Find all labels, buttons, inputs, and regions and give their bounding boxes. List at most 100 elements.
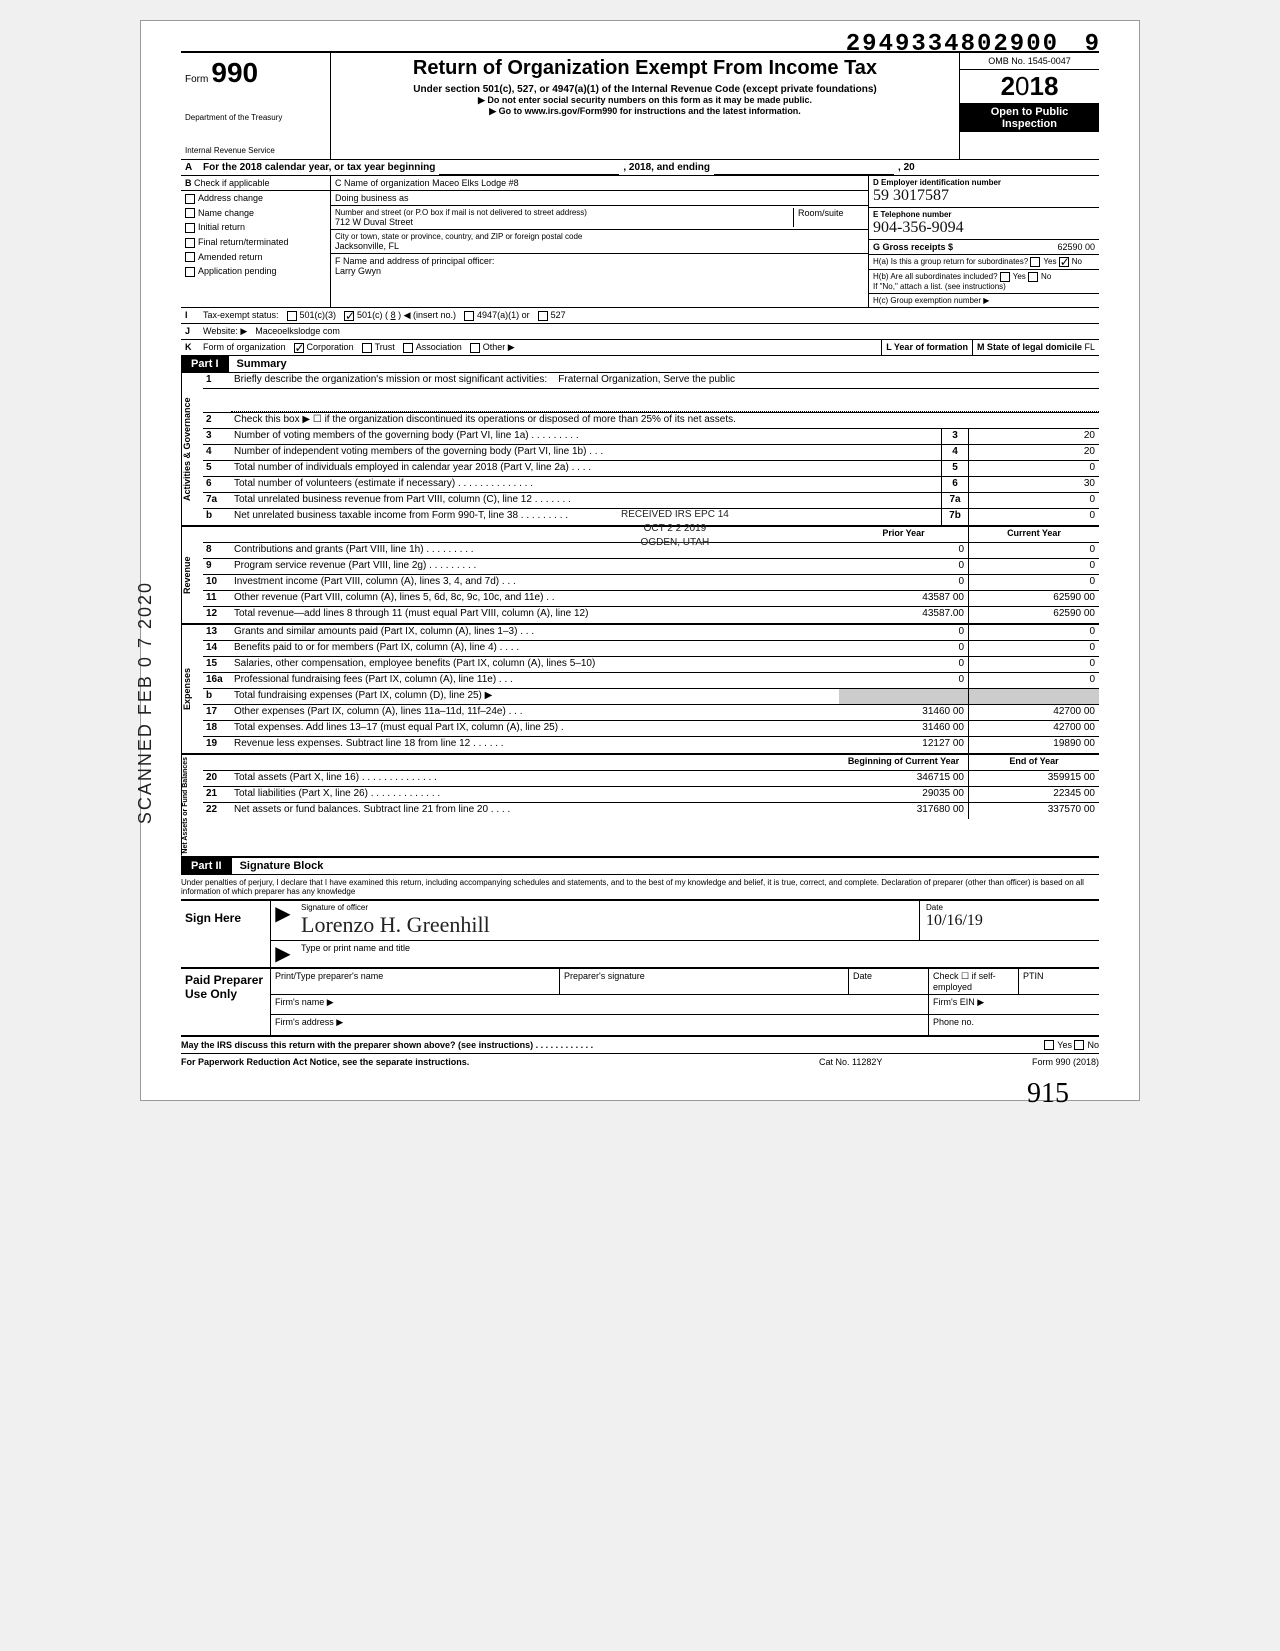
l2-d: Check this box ▶ ☐ if the organization d… <box>231 413 1099 428</box>
dln-phi: 0 <box>1043 31 1059 58</box>
prep-self-emp: Check ☐ if self-employed <box>929 969 1019 994</box>
l10-d: Investment income (Part VIII, column (A)… <box>231 575 839 590</box>
header: Form 990 Department of the Treasury Inte… <box>181 51 1099 160</box>
l7b-val: 0 <box>969 509 1099 525</box>
row-a-text3: , 20 <box>894 160 919 175</box>
l22-d: Net assets or fund balances. Subtract li… <box>231 803 839 819</box>
c-room-label: Room/suite <box>794 208 864 227</box>
prep-date-label: Date <box>849 969 929 994</box>
b-item-5: Application pending <box>198 266 277 276</box>
section-expenses: Expenses 13Grants and similar amounts pa… <box>181 625 1099 755</box>
l18-p: 31460 00 <box>839 721 969 736</box>
k-trust-chk[interactable] <box>362 343 372 353</box>
k-assoc-chk[interactable] <box>403 343 413 353</box>
l2-n: 2 <box>203 413 231 428</box>
i-4947: 4947(a)(1) or <box>477 310 530 320</box>
c-addr-label: Number and street (or P.O box if mail is… <box>335 208 793 217</box>
l19-c: 19890 00 <box>969 737 1099 753</box>
ha-text: H(a) Is this a group return for subordin… <box>873 257 1028 266</box>
l7a-idx: 7a <box>941 493 969 508</box>
chk-amended[interactable] <box>185 252 195 262</box>
i-501c-chk[interactable] <box>344 311 354 321</box>
subtitle: Under section 501(c), 527, or 4947(a)(1)… <box>339 84 951 95</box>
exp-label: Expenses <box>181 625 203 753</box>
form-number: 990 <box>211 57 258 88</box>
hdr-eoy: End of Year <box>969 755 1099 770</box>
l17-d: Other expenses (Part IX, column (A), lin… <box>231 705 839 720</box>
hdr-boy: Beginning of Current Year <box>839 755 969 770</box>
sign-here: Sign Here <box>181 901 271 967</box>
l13-c: 0 <box>969 625 1099 640</box>
type-label: Type or print name and title <box>295 941 1099 967</box>
c-officer: Larry Gwyn <box>335 266 864 276</box>
i-527-chk[interactable] <box>538 311 548 321</box>
i-501c3-chk[interactable] <box>287 311 297 321</box>
part2-header: Part II Signature Block <box>181 858 1099 875</box>
arrow-icon-2: ▶ <box>271 941 295 967</box>
i-label: I <box>181 308 199 323</box>
k-other-chk[interactable] <box>470 343 480 353</box>
hb-yes-chk[interactable] <box>1000 272 1010 282</box>
l17-n: 17 <box>203 705 231 720</box>
ha-yes-chk[interactable] <box>1030 257 1040 267</box>
row-a-label: A <box>181 160 199 175</box>
chk-pending[interactable] <box>185 267 195 277</box>
chk-address-change[interactable] <box>185 194 195 204</box>
pra-notice: For Paperwork Reduction Act Notice, see … <box>181 1057 819 1067</box>
discuss-yes-chk[interactable] <box>1044 1040 1054 1050</box>
l9-d: Program service revenue (Part VIII, line… <box>231 559 839 574</box>
rev-label: Revenue <box>181 527 203 623</box>
part1-label: Part I <box>181 356 229 372</box>
sign-block: Sign Here ▶ Signature of officer Lorenzo… <box>181 899 1099 969</box>
ha-no-chk[interactable] <box>1059 257 1069 267</box>
l4-n: 4 <box>203 445 231 460</box>
d-tel: 904-356-9094 <box>873 219 1095 237</box>
l22-p: 317680 00 <box>839 803 969 819</box>
l19-n: 19 <box>203 737 231 753</box>
chk-name-change[interactable] <box>185 208 195 218</box>
c-name-label: C Name of organization <box>335 178 430 188</box>
open-2: Inspection <box>962 118 1097 130</box>
l3-n: 3 <box>203 429 231 444</box>
l18-n: 18 <box>203 721 231 736</box>
col-c: C Name of organization Maceo Elks Lodge … <box>331 176 869 307</box>
l3-d: Number of voting members of the governin… <box>231 429 941 444</box>
chk-final[interactable] <box>185 238 195 248</box>
row-k: K Form of organization Corporation Trust… <box>181 340 1099 356</box>
l12-d: Total revenue—add lines 8 through 11 (mu… <box>231 607 839 623</box>
l14-c: 0 <box>969 641 1099 656</box>
l22-c: 337570 00 <box>969 803 1099 819</box>
c-city-label: City or town, state or province, country… <box>335 232 864 241</box>
l21-n: 21 <box>203 787 231 802</box>
hc-text: H(c) Group exemption number ▶ <box>869 294 1099 307</box>
section-net-assets: Net Assets or Fund Balances Beginning of… <box>181 755 1099 858</box>
k-label: K <box>181 340 199 355</box>
hb-note: If "No," attach a list. (see instruction… <box>873 282 1095 291</box>
l6-idx: 6 <box>941 477 969 492</box>
k-corp-chk[interactable] <box>294 343 304 353</box>
j-value: Maceoelkslodge com <box>251 324 344 339</box>
b-item-4: Amended return <box>198 252 263 262</box>
i-4947-chk[interactable] <box>464 311 474 321</box>
discuss-no-chk[interactable] <box>1074 1040 1084 1050</box>
part1-title: Summary <box>229 356 295 372</box>
l11-d: Other revenue (Part VIII, column (A), li… <box>231 591 839 606</box>
section-revenue: Revenue Prior Year Current Year 8Contrib… <box>181 527 1099 625</box>
form-ref: Form 990 (2018) <box>979 1057 1099 1067</box>
l20-d: Total assets (Part X, line 16) . . . . .… <box>231 771 839 786</box>
l7b-d: Net unrelated business taxable income fr… <box>231 509 941 525</box>
l15-d: Salaries, other compensation, employee b… <box>231 657 839 672</box>
l5-d: Total number of individuals employed in … <box>231 461 941 476</box>
l19-p: 12127 00 <box>839 737 969 753</box>
row-a-begin[interactable] <box>439 160 619 175</box>
hb-no-chk[interactable] <box>1028 272 1038 282</box>
row-i: I Tax-exempt status: 501(c)(3) 501(c) ( … <box>181 308 1099 324</box>
l8-c: 0 <box>969 543 1099 558</box>
l16b-p <box>839 689 969 704</box>
chk-initial[interactable] <box>185 223 195 233</box>
hdr-current: Current Year <box>969 527 1099 542</box>
l16b-d: Total fundraising expenses (Part IX, col… <box>231 689 839 704</box>
l6-val: 30 <box>969 477 1099 492</box>
l11-n: 11 <box>203 591 231 606</box>
row-a-end[interactable] <box>714 160 894 175</box>
